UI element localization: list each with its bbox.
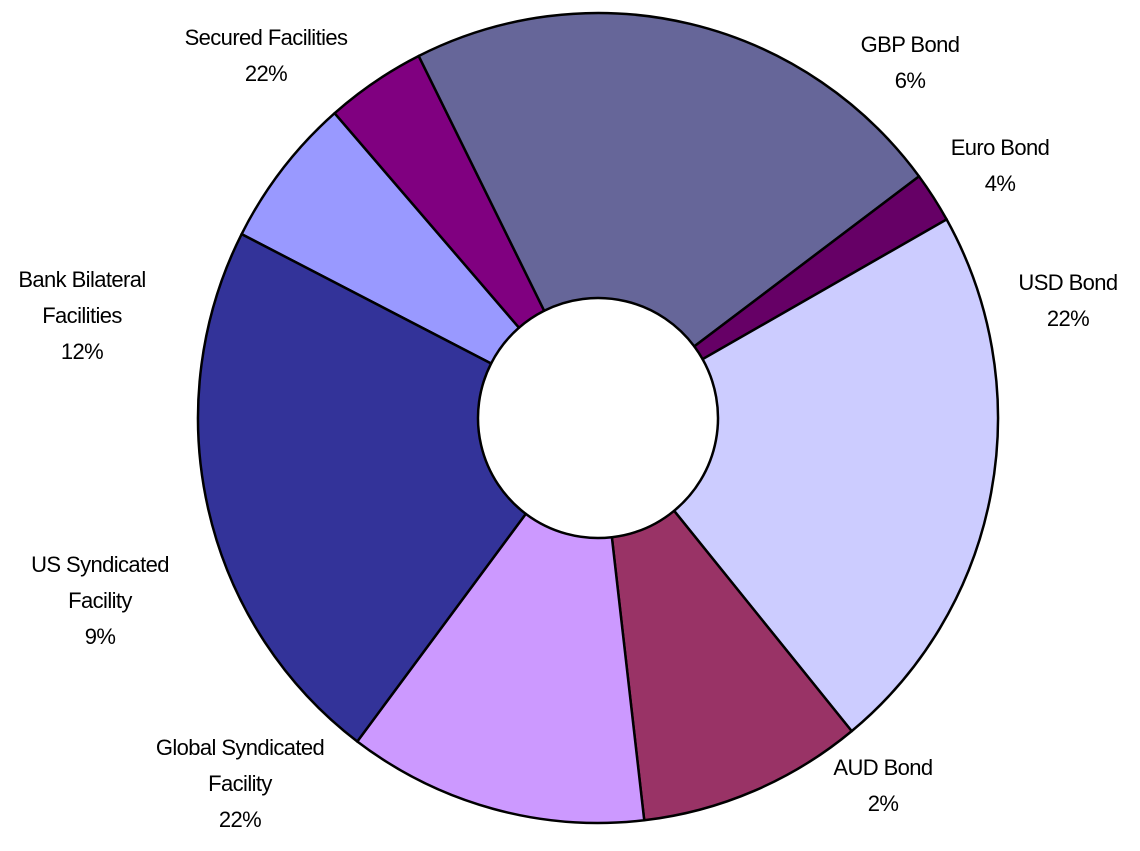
slice-us-syndicated-facility: [610, 509, 853, 822]
category-label: Facility: [208, 771, 272, 796]
slice-secured-facilities: [196, 232, 528, 743]
percent-label: 22%: [245, 61, 287, 86]
slice-global-syndicated-facility: [672, 218, 1000, 733]
percent-label: 2%: [868, 791, 899, 816]
data-label-aud-bond: AUD Bond 2%: [833, 755, 932, 816]
category-label: Global Syndicated: [156, 735, 324, 760]
data-label-global-syndicated-facility: Global Syndicated Facility 22%: [156, 735, 324, 832]
labels-layer: GBP Bond 6% Euro Bond 4% USD Bond 22% AUD Bond…: [18, 25, 1118, 832]
data-label-us-syndicated-facility: US Syndicated Facility 9%: [31, 552, 169, 649]
percent-label: 12%: [61, 339, 103, 364]
data-label-bank-bilateral-facilities: Bank Bilateral Facilities 12%: [18, 267, 145, 364]
category-label: Euro Bond: [951, 135, 1050, 160]
category-label: USD Bond: [1018, 270, 1117, 295]
percent-label: 4%: [985, 171, 1016, 196]
percent-label: 22%: [219, 807, 261, 832]
slices-layer: [196, 11, 1000, 825]
category-label: Bank Bilateral: [18, 267, 145, 292]
category-label: Secured Facilities: [185, 25, 348, 50]
category-label: GBP Bond: [861, 32, 960, 57]
percent-label: 9%: [85, 624, 116, 649]
data-label-secured-facilities: Secured Facilities 22%: [185, 25, 348, 86]
slice-bank-bilateral-facilities: [356, 512, 646, 825]
category-label: Facility: [68, 588, 132, 613]
category-label: US Syndicated: [31, 552, 169, 577]
percent-label: 6%: [895, 68, 926, 93]
percent-label: 22%: [1047, 306, 1089, 331]
data-label-usd-bond: USD Bond 22%: [1018, 270, 1117, 331]
data-label-euro-bond: Euro Bond 4%: [951, 135, 1050, 196]
category-label: AUD Bond: [833, 755, 932, 780]
data-label-gbp-bond: GBP Bond 6%: [861, 32, 960, 93]
slice-usd-bond: [417, 11, 921, 348]
category-label: Facilities: [42, 303, 122, 328]
